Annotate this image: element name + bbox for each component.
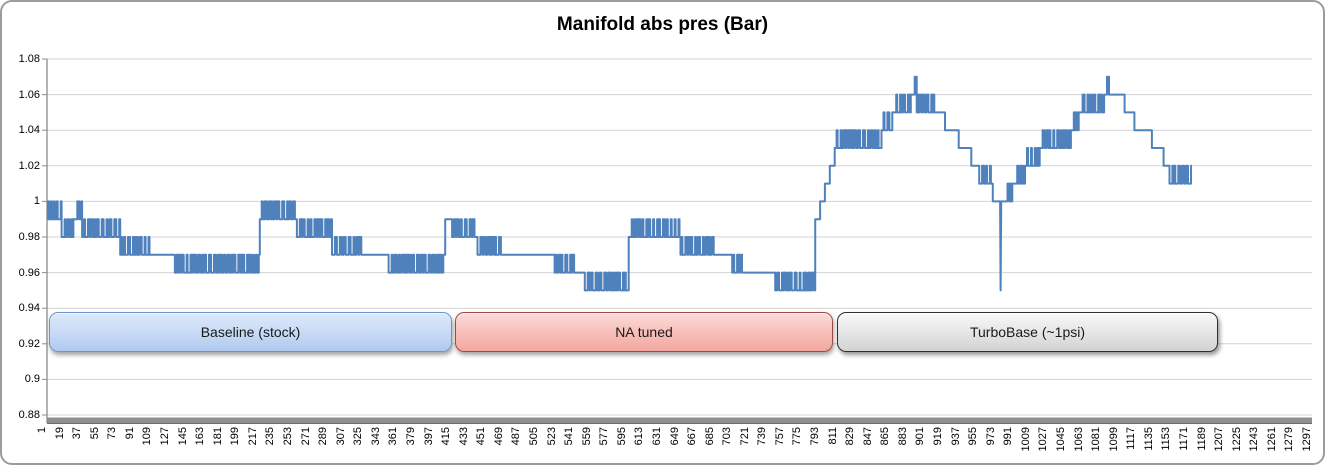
x-tick-label: 289 — [317, 427, 330, 446]
x-tick-label: 667 — [686, 427, 699, 446]
y-tick-label: 1.04 — [18, 124, 40, 137]
annotation-na-tuned[interactable]: NA tuned — [455, 312, 833, 352]
x-tick-label: 217 — [246, 427, 259, 446]
x-tick-label: 343 — [369, 427, 382, 446]
x-tick-label: 991 — [1002, 427, 1015, 446]
x-tick-label: 955 — [967, 427, 980, 446]
x-tick-label: 1225 — [1230, 427, 1243, 452]
y-tick-label: 1.08 — [18, 53, 40, 65]
x-tick-label: 415 — [440, 427, 453, 446]
x-tick-label: 37 — [71, 427, 84, 440]
x-tick-label: 631 — [650, 427, 663, 446]
annotation-turbobase-label: TurboBase (~1psi) — [969, 324, 1086, 340]
x-tick-label: 1045 — [1055, 427, 1068, 452]
y-tick-label: 1.06 — [18, 88, 40, 101]
x-tick-label: 937 — [949, 427, 962, 446]
x-tick-label: 109 — [141, 427, 154, 446]
y-tick-label: 1 — [33, 195, 40, 208]
annotation-na-tuned-label: NA tuned — [615, 324, 673, 340]
x-tick-label: 145 — [176, 427, 189, 446]
x-tick-label: 253 — [281, 427, 294, 446]
x-tick-label: 181 — [211, 427, 224, 446]
x-tick-label: 1081 — [1090, 427, 1103, 452]
x-tick-label: 757 — [773, 427, 786, 446]
x-tick-label: 73 — [106, 427, 119, 440]
x-tick-label: 307 — [334, 427, 347, 446]
series-line — [47, 75, 1192, 292]
x-tick-label: 973 — [984, 427, 997, 446]
x-tick-label: 505 — [527, 427, 540, 446]
y-tick-label: 0.94 — [18, 302, 40, 315]
annotation-baseline-stock[interactable]: Baseline (stock) — [49, 312, 452, 352]
x-tick-label: 1297 — [1301, 427, 1313, 452]
x-tick-label: 379 — [404, 427, 417, 446]
chart-title: Manifold abs pres (Bar) — [556, 14, 769, 35]
x-tick-label: 469 — [492, 427, 505, 446]
x-tick-label: 271 — [299, 427, 312, 446]
y-tick-label: 0.9 — [24, 373, 40, 386]
x-tick-label: 1099 — [1107, 427, 1120, 452]
x-tick-label: 19 — [53, 427, 66, 440]
y-tick-label: 0.88 — [18, 409, 40, 421]
y-tick-label: 0.98 — [18, 231, 40, 243]
x-tick-label: 1027 — [1037, 427, 1050, 452]
x-tick-label: 739 — [756, 427, 769, 446]
x-tick-label: 847 — [861, 427, 874, 446]
x-tick-label: 1135 — [1142, 427, 1155, 451]
x-tick-label: 487 — [510, 427, 523, 446]
x-tick-label: 865 — [879, 427, 892, 446]
x-tick-label: 1261 — [1265, 427, 1278, 452]
x-tick-label: 163 — [194, 427, 207, 446]
y-tick-label: 1.02 — [18, 159, 40, 172]
x-tick-label: 775 — [791, 427, 804, 446]
x-tick-label: 1 — [36, 427, 48, 434]
x-tick-label: 1063 — [1072, 427, 1085, 452]
x-tick-label: 577 — [598, 427, 611, 446]
y-tick-label: 0.96 — [18, 266, 40, 279]
x-tick-label: 325 — [352, 427, 365, 446]
annotation-baseline-stock-label: Baseline (stock) — [200, 324, 301, 340]
x-tick-label: 1189 — [1195, 427, 1208, 451]
x-tick-label: 595 — [615, 427, 628, 446]
x-tick-label: 91 — [123, 427, 136, 440]
x-tick-label: 1243 — [1248, 427, 1261, 452]
annotation-turbobase[interactable]: TurboBase (~1psi) — [837, 312, 1218, 352]
x-tick-label: 811 — [826, 427, 839, 445]
x-tick-label: 829 — [844, 427, 857, 446]
x-tick-label: 541 — [563, 427, 576, 446]
x-tick-label: 1009 — [1019, 427, 1032, 452]
x-tick-label: 1207 — [1213, 427, 1226, 452]
x-tick-label: 919 — [932, 427, 945, 446]
x-tick-label: 127 — [158, 427, 171, 446]
x-tick-label: 1171 — [1178, 427, 1190, 451]
x-tick-label: 199 — [229, 427, 242, 446]
x-tick-label: 451 — [475, 427, 488, 446]
x-tick-label: 397 — [422, 427, 435, 446]
x-tick-label: 55 — [88, 427, 101, 440]
x-tick-label: 1117 — [1125, 427, 1138, 450]
x-tick-label: 721 — [738, 427, 751, 446]
x-tick-label: 433 — [457, 427, 470, 446]
x-tick-label: 901 — [914, 427, 927, 446]
x-tick-label: 703 — [721, 427, 734, 446]
x-tick-label: 649 — [668, 427, 681, 446]
x-tick-label: 523 — [545, 427, 558, 446]
x-tick-label: 1153 — [1160, 427, 1173, 451]
x-tick-label: 235 — [264, 427, 277, 446]
x-tick-label: 559 — [580, 427, 593, 446]
x-tick-label: 793 — [809, 427, 822, 446]
x-tick-label: 685 — [703, 427, 716, 446]
x-tick-label: 1279 — [1283, 427, 1296, 452]
x-tick-label: 361 — [387, 427, 400, 446]
x-axis-band — [47, 417, 1312, 424]
x-tick-label: 883 — [896, 427, 909, 446]
y-tick-label: 0.92 — [18, 337, 40, 350]
x-tick-label: 613 — [633, 427, 646, 446]
